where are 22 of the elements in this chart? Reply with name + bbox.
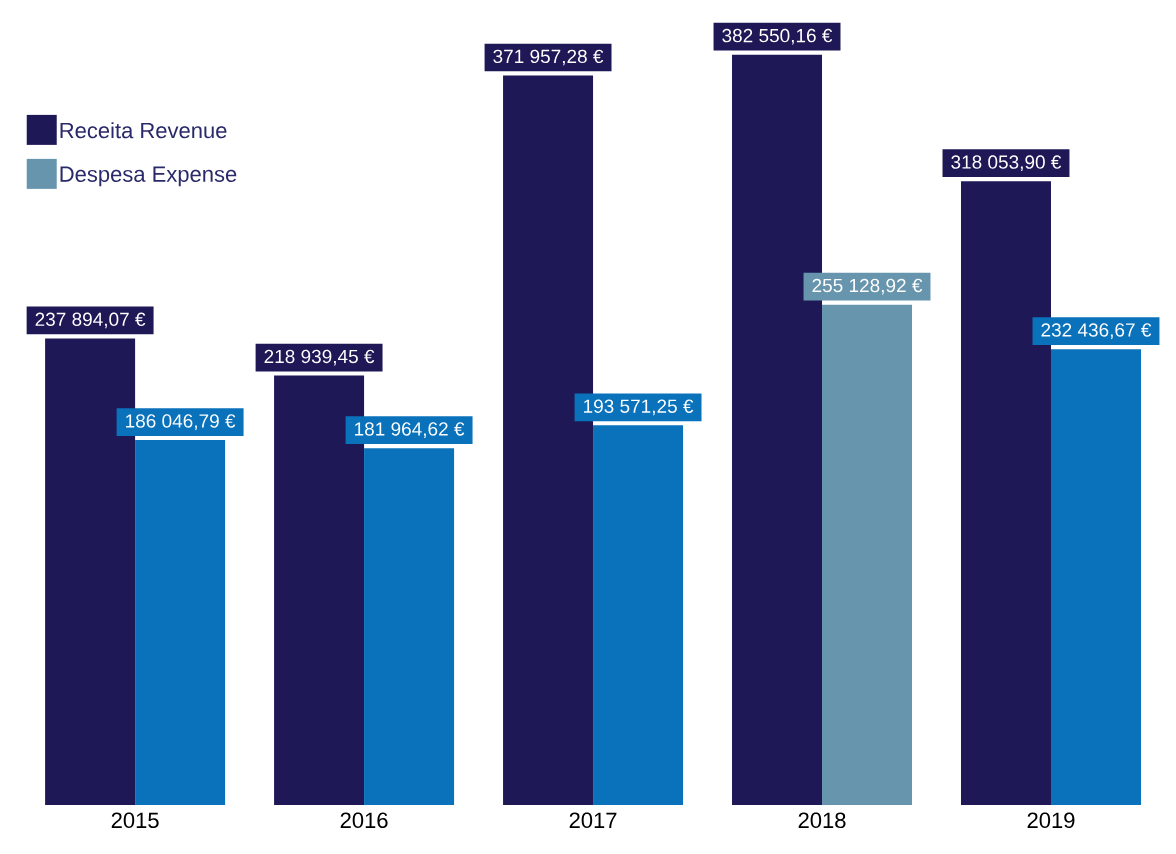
data-label: 193 571,25 € <box>584 399 694 416</box>
data-label: 318 053,90 € <box>951 155 1062 172</box>
x-tick-label: 2016 <box>340 812 388 829</box>
data-label: 181 964,62 € <box>355 422 465 438</box>
x-tick-label: 2019 <box>1027 812 1075 829</box>
bar <box>135 440 226 805</box>
legend-label: Receita Revenue <box>60 122 227 139</box>
data-label: 371 957,28 € <box>493 49 604 66</box>
data-label: 218 939,45 € <box>264 349 375 366</box>
bar <box>593 425 684 805</box>
bar <box>822 304 913 805</box>
data-label: 232 436,67 € <box>1041 323 1152 339</box>
x-tick-label: 2015 <box>111 812 159 829</box>
data-label: 237 894,07 € <box>35 312 146 329</box>
bar <box>1050 349 1141 805</box>
bar <box>364 448 455 805</box>
legend-label: Despesa Expense <box>60 166 237 187</box>
data-label: 382 550,16 € <box>722 28 833 45</box>
x-tick-label: 2017 <box>569 812 617 829</box>
data-label: 186 046,79 € <box>126 414 236 430</box>
x-tick-label: 2018 <box>798 812 846 829</box>
data-label: 255 128,92 € <box>812 278 923 295</box>
